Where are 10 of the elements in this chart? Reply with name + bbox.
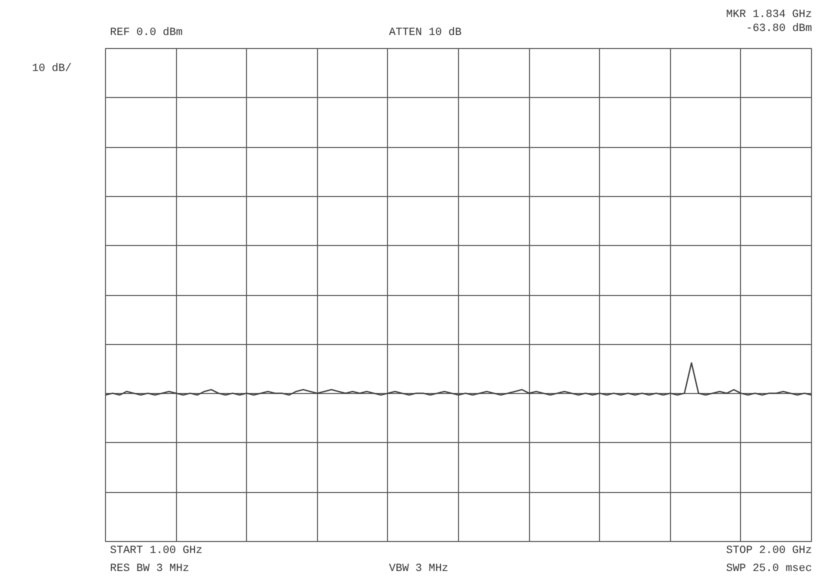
text: -63.80 dBm: [746, 22, 812, 37]
text: STOP 2.00 GHz: [726, 544, 812, 559]
text: ATTEN 10 dB: [389, 26, 462, 41]
text: REF 0.0 dBm: [110, 26, 183, 41]
text: START 1.00 GHz: [110, 544, 202, 559]
text: RES BW 3 MHz: [110, 562, 190, 577]
text: VBW 3 MHz: [389, 562, 448, 577]
text: SWP 25.0 msec: [726, 562, 812, 577]
text: 10 dB/: [32, 62, 72, 77]
text: MKR 1.834 GHz: [726, 8, 812, 23]
